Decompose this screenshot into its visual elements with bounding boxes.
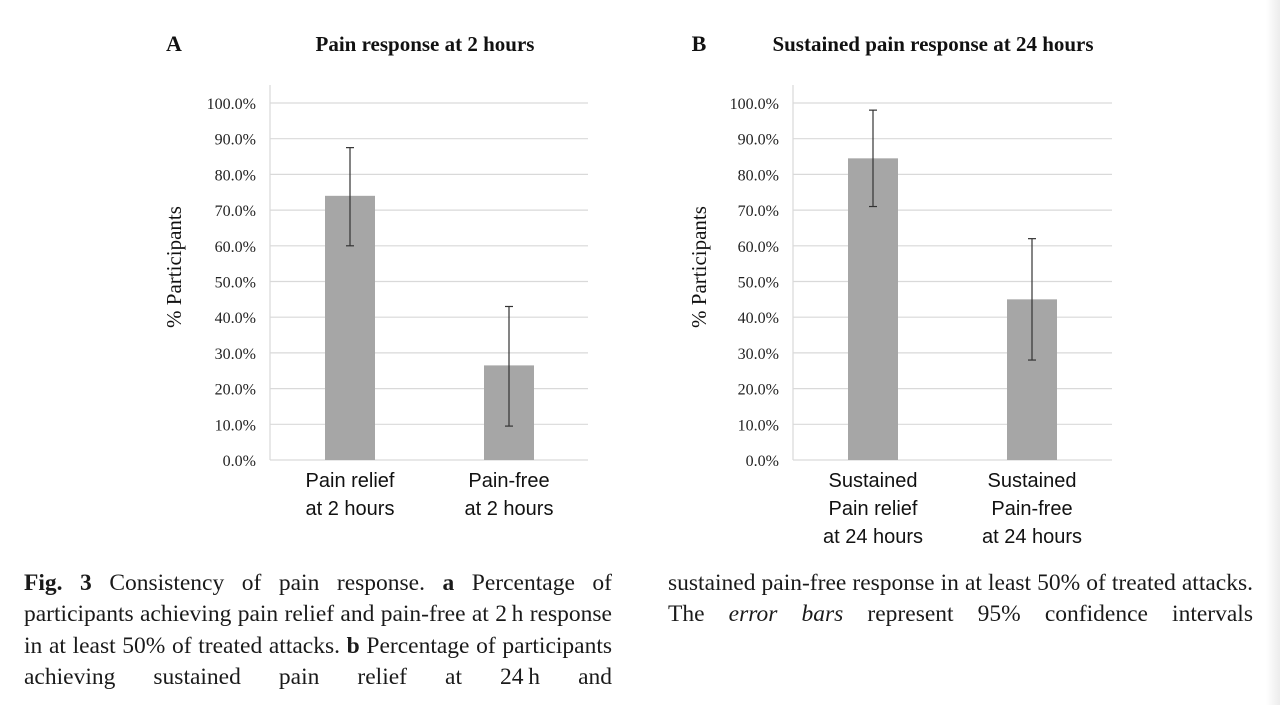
y-tick-label: 50.0% bbox=[215, 275, 256, 292]
y-tick-label: 40.0% bbox=[738, 310, 779, 327]
x-category-label: Pain relief bbox=[306, 470, 395, 492]
y-tick-label: 20.0% bbox=[738, 382, 779, 399]
x-category-label: at 24 hours bbox=[982, 526, 1082, 548]
y-tick-label: 80.0% bbox=[215, 167, 256, 184]
caption-text: represent 95% confidence intervals bbox=[843, 601, 1253, 628]
page-edge-shadow bbox=[1266, 0, 1280, 705]
y-tick-label: 10.0% bbox=[738, 417, 779, 434]
chart-title: Sustained pain response at 24 hours bbox=[772, 32, 1093, 56]
bar bbox=[848, 158, 898, 460]
y-tick-label: 10.0% bbox=[215, 417, 256, 434]
figure-label: Fig. 3 bbox=[24, 570, 92, 596]
x-category-label: at 2 hours bbox=[306, 498, 395, 520]
figure-caption-right: sustained pain-free response in at least… bbox=[668, 568, 1253, 631]
caption-part-a: a bbox=[442, 570, 455, 596]
y-tick-label: 100.0% bbox=[730, 96, 779, 113]
y-tick-label: 50.0% bbox=[738, 275, 779, 292]
caption-text: Percentage of participants achieving sus… bbox=[24, 632, 613, 690]
y-tick-label: 70.0% bbox=[215, 203, 256, 220]
y-axis-label: % Participants bbox=[687, 206, 711, 328]
caption-text: Percentage of participants achieving pai… bbox=[24, 570, 612, 659]
caption-text: Consistency of pain response. bbox=[91, 570, 443, 596]
y-tick-label: 60.0% bbox=[738, 239, 779, 256]
figure-charts: A Pain response at 2 hours 0.0% 10.0% 20.0% 3… bbox=[162, 31, 1112, 548]
x-category-label: Sustained bbox=[988, 470, 1077, 492]
caption-part-b: b bbox=[346, 632, 360, 659]
caption-text: sustained pain-free response in at least… bbox=[668, 570, 1253, 628]
y-tick-label: 70.0% bbox=[738, 203, 779, 220]
y-tick-label: 40.0% bbox=[215, 310, 256, 327]
y-tick-label: 80.0% bbox=[738, 167, 779, 184]
y-tick-label: 0.0% bbox=[223, 453, 256, 470]
x-category-label: Pain-free bbox=[991, 498, 1072, 520]
panel-letter: A bbox=[166, 31, 182, 56]
y-tick-label: 0.0% bbox=[746, 453, 779, 470]
chart-title: Pain response at 2 hours bbox=[316, 32, 535, 56]
y-tick-label: 30.0% bbox=[738, 346, 779, 363]
y-tick-label: 60.0% bbox=[215, 239, 256, 256]
x-category-label: Sustained bbox=[829, 470, 918, 492]
figure-caption-left: Fig. 3 Consistency of pain response. a P… bbox=[24, 568, 612, 693]
y-tick-label: 20.0% bbox=[215, 382, 256, 399]
x-category-label: Pain-free bbox=[468, 470, 549, 492]
y-tick-label: 90.0% bbox=[738, 132, 779, 149]
y-tick-label: 90.0% bbox=[215, 132, 256, 149]
x-category-label: at 2 hours bbox=[465, 498, 554, 520]
caption-italic: error bars bbox=[728, 601, 844, 628]
x-category-label: Pain relief bbox=[829, 498, 918, 520]
y-tick-label: 100.0% bbox=[207, 96, 256, 113]
y-tick-label: 30.0% bbox=[215, 346, 256, 363]
panel-letter: B bbox=[692, 31, 707, 56]
y-axis-label: % Participants bbox=[162, 206, 186, 328]
x-category-label: at 24 hours bbox=[823, 526, 923, 548]
